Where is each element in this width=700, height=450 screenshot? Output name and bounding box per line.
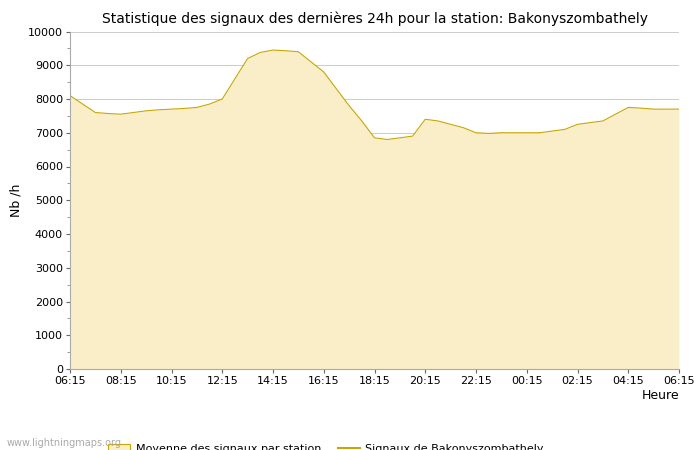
Title: Statistique des signaux des dernières 24h pour la station: Bakonyszombathely: Statistique des signaux des dernières 24… xyxy=(102,12,648,26)
Y-axis label: Nb /h: Nb /h xyxy=(10,184,22,217)
Text: www.lightningmaps.org: www.lightningmaps.org xyxy=(7,438,122,448)
Legend: Moyenne des signaux par station, Signaux de Bakonyszombathely: Moyenne des signaux par station, Signaux… xyxy=(104,439,548,450)
X-axis label: Heure: Heure xyxy=(641,389,679,402)
